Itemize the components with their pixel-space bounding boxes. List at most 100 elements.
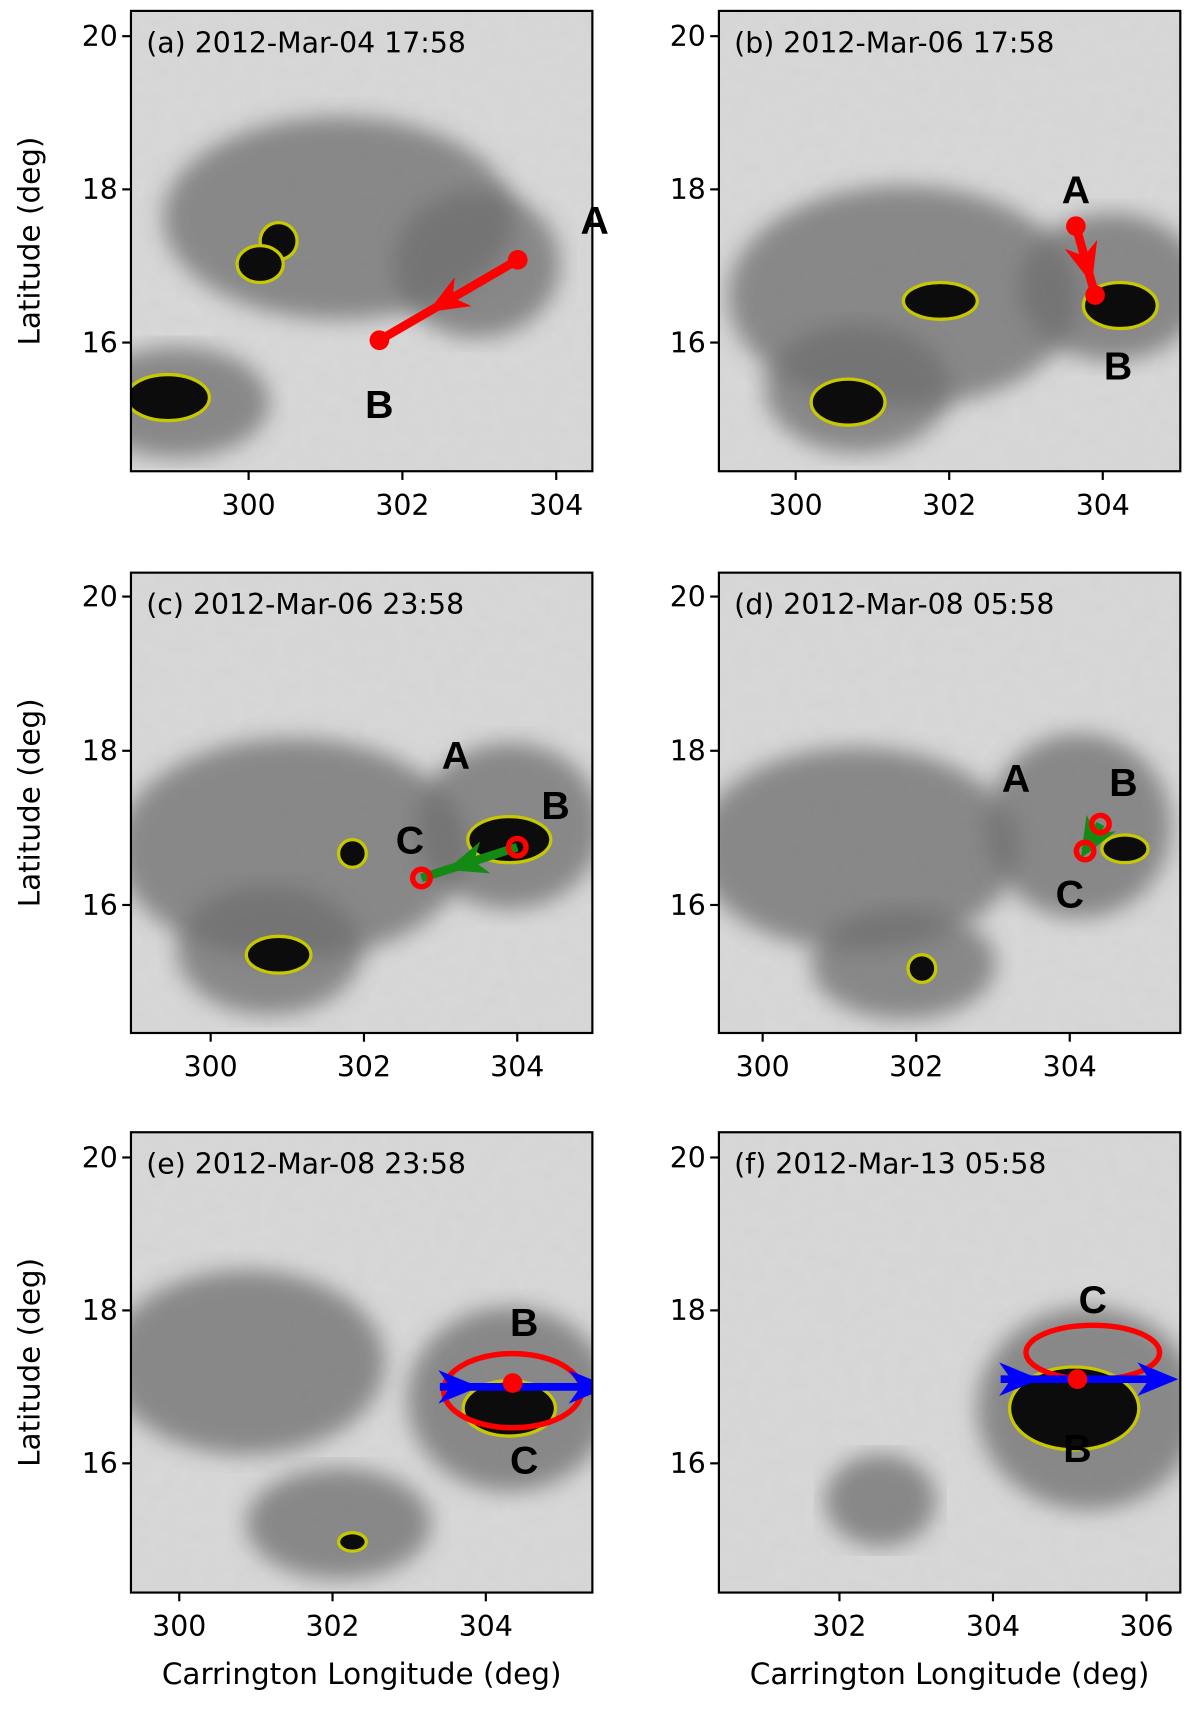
- penumbra: [825, 1454, 936, 1547]
- panel-title: (b) 2012-Mar-06 17:58: [734, 26, 1054, 59]
- annotation: B: [1104, 345, 1132, 389]
- annotation: A: [442, 734, 470, 778]
- panel: 302 304 306 16 18 20 (f) 2012-Mar-13 05:58 C B Ca…: [670, 1131, 1182, 1691]
- annotation: B: [1063, 1427, 1091, 1471]
- image: [130, 10, 593, 472]
- marker: [507, 250, 528, 270]
- panel-title: (c) 2012-Mar-06 23:58: [146, 588, 464, 621]
- y-tick-label: 20: [670, 580, 706, 613]
- panel-title: (e) 2012-Mar-08 23:58: [146, 1148, 466, 1181]
- umbra: [1100, 833, 1150, 865]
- annotation: A: [1002, 757, 1030, 801]
- panel-title: (a) 2012-Mar-04 17:58: [146, 26, 466, 59]
- axes-frame: [717, 571, 1182, 1035]
- overlays: [1064, 216, 1105, 305]
- penumbra: [393, 190, 561, 338]
- umbra: [1007, 1365, 1141, 1452]
- umbra: [336, 838, 368, 869]
- overlays: [369, 250, 528, 351]
- y-tick-label: 20: [82, 20, 118, 53]
- y-tick-label: 20: [82, 1141, 118, 1174]
- x-tick-label: 300: [184, 1051, 238, 1084]
- penumbra: [718, 747, 1019, 951]
- x-tick-label: 302: [337, 1051, 391, 1084]
- x-tick-label: 304: [459, 1610, 513, 1643]
- x-tick-label: 300: [736, 1051, 790, 1084]
- overlays: [999, 1322, 1179, 1397]
- umbra: [336, 1531, 368, 1553]
- x-tick-label: 300: [222, 489, 276, 522]
- y-axis-label: Latitude (deg): [12, 1258, 46, 1467]
- penumbra: [811, 908, 996, 1020]
- y-tick-label: 18: [82, 1294, 118, 1327]
- panel-title: (d) 2012-Mar-08 05:58: [734, 588, 1054, 621]
- y-tick-label: 20: [670, 1141, 706, 1174]
- y-tick-label: 16: [82, 1447, 118, 1480]
- panel: 300 302 304 16 18 20 (c) 2012-Mar-06 23:58 A B C L…: [12, 571, 594, 1084]
- marker: [1085, 285, 1105, 305]
- y-tick-label: 18: [670, 1294, 706, 1327]
- image: [130, 572, 593, 1033]
- annotation: C: [510, 1439, 538, 1483]
- annotation: A: [1062, 169, 1090, 213]
- x-axis-label: Carrington Longitude (deg): [162, 1657, 562, 1691]
- image: [130, 1132, 593, 1593]
- y-tick-label: 16: [82, 889, 118, 922]
- image: [718, 10, 1181, 472]
- arrow-head: [1137, 1362, 1179, 1397]
- y-tick-label: 18: [82, 735, 118, 768]
- axes-frame: [717, 1131, 1182, 1594]
- umbra: [901, 280, 979, 321]
- annotation: C: [1056, 873, 1084, 917]
- marker: [409, 866, 433, 890]
- penumbra: [986, 733, 1172, 918]
- overlays: [1073, 812, 1116, 863]
- umbra: [244, 934, 313, 975]
- annotation: B: [541, 784, 569, 828]
- panel: 300 302 304 16 18 20 (d) 2012-Mar-08 05:58 A B C: [670, 571, 1182, 1084]
- umbra: [809, 377, 887, 427]
- x-tick-label: 302: [922, 489, 976, 522]
- arrow-tail: [438, 1370, 480, 1404]
- motion-arrowhead: [1064, 239, 1098, 284]
- arrow-tail: [999, 1362, 1040, 1397]
- marker: [502, 1373, 523, 1393]
- y-tick-label: 20: [82, 580, 118, 613]
- axes-frame: [129, 9, 594, 473]
- image: [718, 1132, 1181, 1593]
- annotation: B: [1109, 761, 1137, 805]
- x-axis-label: Carrington Longitude (deg): [750, 1657, 1150, 1691]
- umbra: [906, 953, 938, 984]
- marker: [1073, 839, 1097, 863]
- annotation: C: [1079, 1278, 1107, 1322]
- x-tick-label: 302: [305, 1610, 359, 1643]
- x-tick-label: 302: [375, 489, 429, 522]
- axes-frame: [129, 571, 594, 1035]
- panel: 300 302 304 16 18 20 (e) 2012-Mar-08 23:58 B C La…: [12, 1131, 594, 1691]
- marker: [505, 835, 529, 859]
- motion-arrowhead: [427, 277, 472, 313]
- x-tick-label: 300: [769, 489, 823, 522]
- overlays: [409, 835, 529, 890]
- marker: [1067, 1369, 1088, 1390]
- x-tick-label: 300: [152, 1610, 206, 1643]
- overlays: [438, 1350, 593, 1431]
- annotation: C: [396, 819, 424, 863]
- marker: [1089, 812, 1112, 836]
- annotation: B: [365, 383, 393, 427]
- panel-title: (f) 2012-Mar-13 05:58: [734, 1148, 1046, 1181]
- marker: [369, 330, 390, 351]
- panel: 300 302 304 16 18 20 (a) 2012-Mar-04 17:58 A B La…: [12, 9, 609, 522]
- y-tick-label: 16: [82, 326, 118, 359]
- x-tick-label: 304: [490, 1051, 544, 1084]
- motion-arrowhead: [446, 841, 491, 874]
- x-tick-label: 304: [1076, 489, 1130, 522]
- x-tick-label: 304: [529, 489, 583, 522]
- x-tick-label: 304: [1043, 1051, 1097, 1084]
- y-tick-label: 20: [670, 20, 706, 53]
- marker: [1066, 216, 1086, 236]
- y-tick-label: 16: [670, 1447, 706, 1480]
- y-axis-label: Latitude (deg): [12, 698, 46, 907]
